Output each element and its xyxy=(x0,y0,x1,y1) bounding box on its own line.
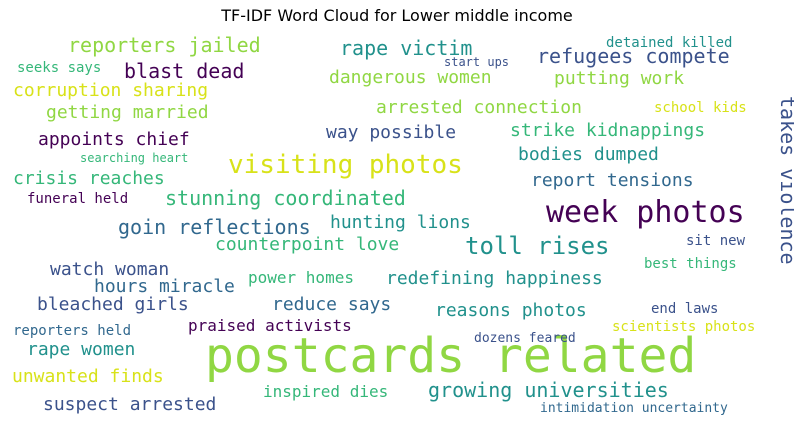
word-cloud: postcards related week photos visiting pho… xyxy=(10,33,794,422)
word-funeral-held: funeral held xyxy=(27,191,129,207)
word-growing-universities: growing universities xyxy=(428,378,669,402)
word-visiting-photos: visiting photos xyxy=(228,150,463,180)
word-rape-women: rape women xyxy=(27,339,136,360)
word-way-possible: way possible xyxy=(326,122,457,143)
word-stunning-coordinated: stunning coordinated xyxy=(165,186,406,210)
word-getting-married: getting married xyxy=(46,102,209,123)
word-reporters-jailed: reporters jailed xyxy=(68,33,261,57)
chart-title: TF-IDF Word Cloud for Lower middle incom… xyxy=(221,6,573,25)
word-reduce-says: reduce says xyxy=(272,294,392,315)
word-counterpoint-love: counterpoint love xyxy=(215,234,400,255)
word-appoints-chief: appoints chief xyxy=(38,129,190,150)
word-report-tensions: report tensions xyxy=(531,170,694,191)
word-rape-victim: rape victim xyxy=(340,36,473,60)
word-hours-miracle: hours miracle xyxy=(94,276,235,297)
word-seeks-says: seeks says xyxy=(17,60,102,76)
word-detained-killed: detained killed xyxy=(606,35,733,51)
word-start-ups: start ups xyxy=(444,55,510,69)
word-reasons-photos: reasons photos xyxy=(435,300,587,321)
word-bleached-girls: bleached girls xyxy=(37,294,189,315)
word-school-kids: school kids xyxy=(654,100,747,116)
word-reporters-held: reporters held xyxy=(13,323,132,339)
word-refugees-compete: refugees compete xyxy=(537,44,730,68)
word-best-things: best things xyxy=(644,256,737,272)
word-searching-heart: searching heart xyxy=(80,151,189,165)
word-postcards-related: postcards related xyxy=(205,328,697,384)
word-dangerous-women: dangerous women xyxy=(329,67,492,88)
word-hunting-lions: hunting lions xyxy=(330,212,471,233)
word-strike-kidnappings: strike kidnappings xyxy=(510,120,706,141)
word-takes-violence: takes violence xyxy=(776,96,794,265)
word-arrested-connection: arrested connection xyxy=(376,97,582,118)
word-redefining-happiness: redefining happiness xyxy=(386,268,603,289)
word-power-homes: power homes xyxy=(248,268,354,287)
word-corruption-sharing: corruption sharing xyxy=(13,80,209,101)
word-bodies-dumped: bodies dumped xyxy=(518,144,659,165)
word-unwanted-finds: unwanted finds xyxy=(12,366,164,387)
word-sit-new: sit new xyxy=(686,233,746,249)
word-praised-activists: praised activists xyxy=(188,316,352,335)
word-dozens-feared: dozens feared xyxy=(474,331,576,346)
word-putting-work: putting work xyxy=(554,68,685,89)
word-toll-rises: toll rises xyxy=(465,232,610,260)
word-intimidation-uncertainty: intimidation uncertainty xyxy=(540,401,728,416)
word-suspect-arrested: suspect arrested xyxy=(43,394,217,415)
word-scientists-photos: scientists photos xyxy=(612,319,756,335)
word-blast-dead: blast dead xyxy=(124,59,245,83)
word-crisis-reaches: crisis reaches xyxy=(13,168,165,189)
word-watch-woman: watch woman xyxy=(50,259,170,280)
word-goin-reflections: goin reflections xyxy=(118,215,311,239)
word-inspired-dies: inspired dies xyxy=(263,382,389,401)
word-week-photos: week photos xyxy=(546,195,745,230)
word-end-laws: end laws xyxy=(651,301,719,317)
